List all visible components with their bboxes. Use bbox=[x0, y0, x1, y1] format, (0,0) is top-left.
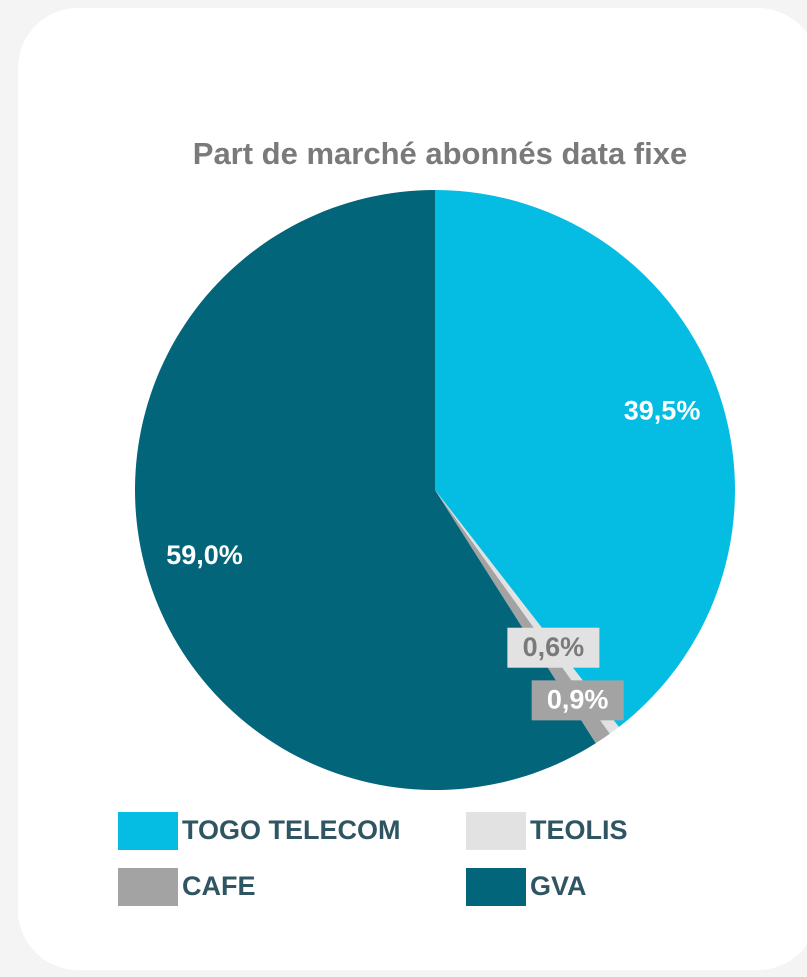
pie-slice bbox=[435, 190, 736, 728]
legend-swatch bbox=[118, 868, 178, 906]
data-label: 0,6% bbox=[523, 632, 585, 662]
pie-slice bbox=[435, 490, 619, 734]
label-box bbox=[531, 680, 624, 721]
data-label: 39,5% bbox=[624, 395, 701, 425]
data-label: 0,9% bbox=[547, 684, 609, 714]
label-box bbox=[507, 627, 600, 668]
legend-swatch bbox=[466, 868, 526, 906]
legend-swatch bbox=[466, 812, 526, 850]
legend-label: GVA bbox=[530, 871, 587, 901]
legend-label: TOGO TELECOM bbox=[182, 815, 401, 845]
data-label: 59,0% bbox=[166, 540, 243, 570]
legend-label: CAFE bbox=[182, 871, 256, 901]
legend-label: TEOLIS bbox=[530, 815, 628, 845]
pie-slice bbox=[435, 490, 610, 744]
legend-swatch bbox=[118, 812, 178, 850]
pie-slice bbox=[135, 190, 596, 790]
chart-title: Part de marché abonnés data fixe bbox=[193, 136, 687, 171]
